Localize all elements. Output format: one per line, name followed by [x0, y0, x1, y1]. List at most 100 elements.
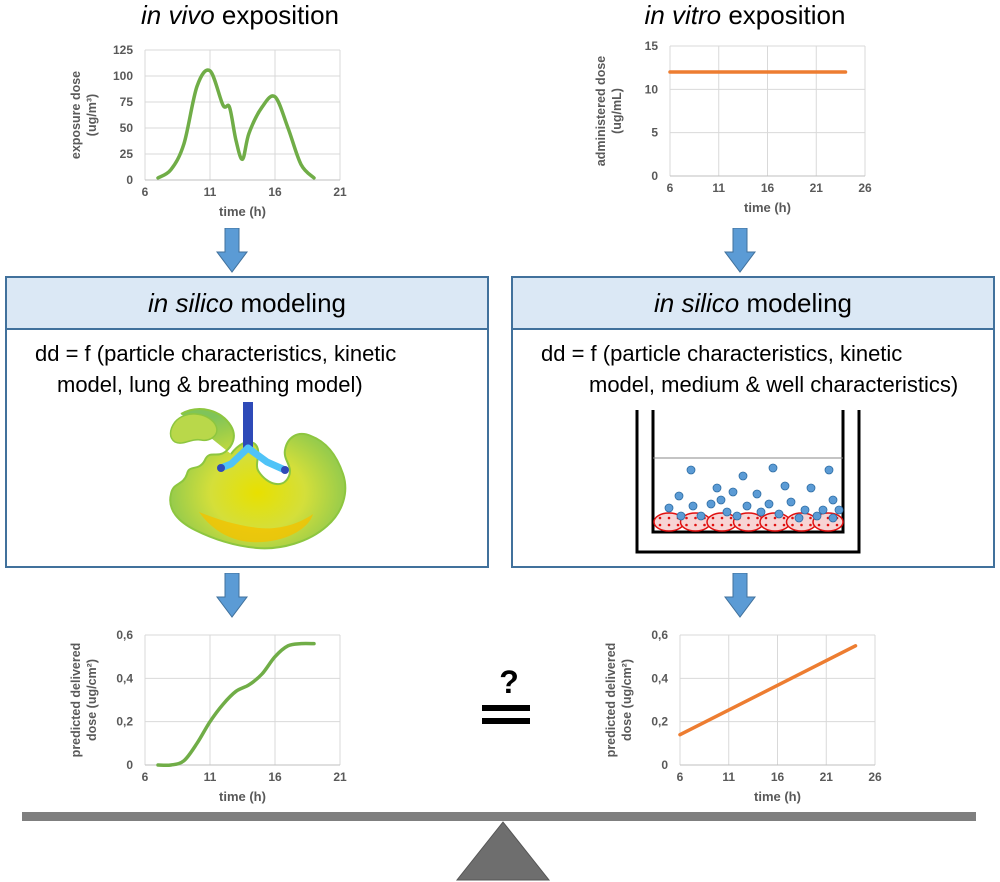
x-tick-label: 21 — [820, 770, 834, 784]
invitro-panel-title-rest: modeling — [739, 288, 852, 318]
x-tick-label: 6 — [677, 770, 684, 784]
x-tick-label: 16 — [761, 181, 775, 195]
x-tick-label: 11 — [712, 181, 725, 195]
x-axis-label: time (h) — [219, 204, 266, 219]
particle — [768, 463, 778, 473]
cell-dot — [747, 523, 750, 527]
cell-layer — [653, 512, 844, 532]
particle — [728, 487, 738, 497]
invitro-formula-line1: dd = f (particle characteristics, kineti… — [541, 341, 903, 366]
cell-dot — [694, 516, 697, 520]
x-tick-label: 26 — [868, 770, 882, 784]
invitro-title-rest: exposition — [721, 0, 846, 30]
invitro-administered-chart: 6 11 16 21 26 0 5 10 15 time (h) administered dose… — [594, 39, 872, 215]
y-tick-label: 100 — [113, 69, 133, 83]
particle — [812, 511, 822, 521]
lung-deposition-icon — [169, 402, 347, 550]
invitro-panel-title-em: in silico — [654, 288, 740, 318]
particle — [824, 465, 834, 475]
invitro-panel-title: in silico modeling — [513, 278, 993, 330]
x-tick-label: 6 — [667, 181, 674, 195]
arrow-down-invivo-bottom — [216, 573, 248, 618]
cell-dot — [685, 523, 688, 527]
cell-dot — [791, 516, 794, 520]
lung-shape — [169, 408, 347, 550]
series-line — [156, 641, 316, 768]
comparison-question-mark: ? — [499, 664, 519, 700]
cell-dot — [658, 516, 662, 520]
y-tick-label: 125 — [113, 43, 133, 57]
y-tick-label: 0,4 — [116, 671, 133, 685]
y-axis-label: administered dose — [594, 56, 608, 166]
x-axis-label: time (h) — [219, 789, 266, 804]
invivo-formula: dd = f (particle characteristics, kineti… — [35, 338, 396, 400]
cell-dot — [711, 523, 715, 527]
invitro-formula-line2: model, medium & well characteristics) — [589, 372, 959, 397]
particle — [664, 503, 674, 513]
cell-dot — [756, 523, 759, 527]
y-tick-label: 25 — [120, 147, 134, 161]
equals-bar-top — [482, 705, 530, 711]
x-tick-label: 6 — [142, 770, 149, 784]
particle — [828, 513, 838, 523]
y-tick-label: 10 — [645, 82, 659, 96]
invitro-title-em: in vitro — [644, 0, 722, 30]
particle — [764, 499, 774, 509]
cell-dot — [658, 523, 662, 527]
trachea — [243, 402, 253, 450]
particle — [712, 483, 722, 493]
particle — [786, 497, 796, 507]
x-tick-label: 16 — [268, 770, 282, 784]
y-tick-label: 0,4 — [651, 671, 668, 685]
cell — [706, 512, 738, 532]
x-tick-label: 16 — [771, 770, 785, 784]
invivo-panel-title-em: in silico — [148, 288, 234, 318]
invitro-formula: dd = f (particle characteristics, kineti… — [541, 338, 958, 400]
cell-dot — [720, 516, 724, 520]
particle — [738, 471, 748, 481]
well-inner-wall — [651, 410, 845, 534]
x-tick-label: 21 — [810, 181, 824, 195]
well-outer-wall — [635, 410, 861, 554]
particle — [774, 509, 784, 519]
y-axis-label: (ug/mL) — [610, 88, 624, 134]
x-tick-label: 11 — [204, 770, 217, 784]
cell-dot — [826, 523, 830, 527]
particle — [706, 499, 716, 509]
x-tick-label: 26 — [858, 181, 872, 195]
x-tick-label: 21 — [333, 770, 347, 784]
invivo-title: in vivo exposition — [40, 0, 440, 31]
balance-fulcrum — [455, 821, 551, 881]
particle — [674, 491, 684, 501]
y-tick-label: 0,6 — [116, 628, 133, 642]
cell-dot — [694, 523, 697, 527]
y-tick-label: 0 — [661, 758, 668, 772]
x-tick-label: 11 — [722, 770, 735, 784]
particle — [752, 489, 762, 499]
cell-dot — [809, 523, 812, 527]
particle — [676, 511, 686, 521]
invivo-formula-line2: model, lung & breathing model) — [57, 372, 363, 397]
cell-dot — [676, 523, 680, 527]
y-axis-label: dose (ug/cm²) — [85, 659, 99, 741]
particle — [686, 465, 696, 475]
x-tick-label: 21 — [333, 185, 347, 199]
arrow-down-invitro-bottom — [724, 573, 756, 618]
invivo-delivered-chart: 6 11 16 21 0 0,2 0,4 0,6 time (h) predicted deliv… — [69, 628, 347, 804]
cell-dot — [764, 523, 768, 527]
arrow-down-icon — [724, 228, 756, 273]
invivo-exposure-chart: 6 11 16 21 0 25 50 75 100 125 time (h) exposure dos… — [69, 43, 347, 219]
cell-dot — [747, 516, 750, 520]
invivo-panel-title: in silico modeling — [7, 278, 487, 330]
cell-dot — [764, 516, 768, 520]
cell-dot — [720, 523, 724, 527]
bronchus-right — [244, 444, 289, 474]
particle — [688, 501, 698, 511]
cell-dot — [729, 516, 733, 520]
invitro-delivered-chart: 6 11 16 21 26 0 0,2 0,4 0,6 time (h) predicted del… — [604, 628, 882, 804]
cell-dot — [817, 523, 821, 527]
arrow-down-invivo-top — [216, 228, 248, 273]
invitro-title: in vitro exposition — [545, 0, 945, 31]
cell-dot — [756, 516, 759, 520]
x-axis-label: time (h) — [744, 200, 791, 215]
